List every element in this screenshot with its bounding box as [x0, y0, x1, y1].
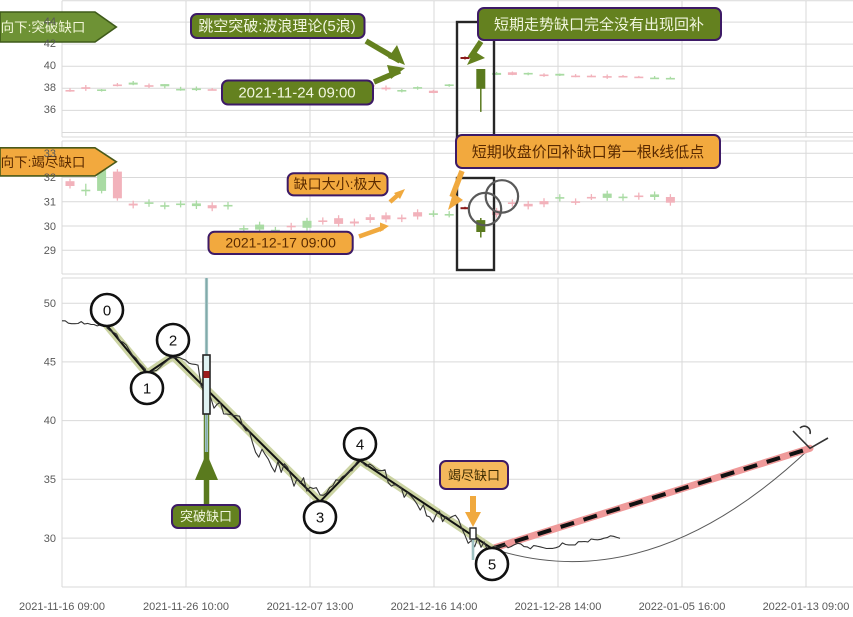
svg-text:40: 40 [44, 415, 56, 427]
svg-text:2022-01-05 16:00: 2022-01-05 16:00 [639, 601, 726, 613]
svg-text:1: 1 [143, 381, 151, 398]
svg-text:3: 3 [316, 510, 324, 527]
svg-text:突破缺口: 突破缺口 [180, 509, 232, 524]
svg-text:33: 33 [44, 148, 56, 160]
svg-text:35: 35 [44, 474, 56, 486]
svg-text:2021-11-26 10:00: 2021-11-26 10:00 [143, 601, 229, 613]
svg-text:2022-01-13 09:00: 2022-01-13 09:00 [763, 601, 850, 613]
svg-text:42: 42 [44, 38, 56, 50]
svg-text:2021-12-17 09:00: 2021-12-17 09:00 [225, 235, 336, 251]
svg-text:36: 36 [44, 104, 56, 116]
svg-text:竭尽缺口: 竭尽缺口 [448, 468, 500, 483]
svg-text:45: 45 [44, 357, 56, 369]
svg-text:2: 2 [169, 333, 177, 350]
svg-text:2021-12-28 14:00: 2021-12-28 14:00 [515, 601, 602, 613]
svg-text:40: 40 [44, 60, 56, 72]
svg-text:44: 44 [44, 16, 56, 28]
svg-text:30: 30 [44, 533, 56, 545]
svg-text:32: 32 [44, 172, 56, 184]
svg-text:2021-12-16 14:00: 2021-12-16 14:00 [391, 601, 478, 613]
svg-text:跳空突破:波浪理论(5浪): 跳空突破:波浪理论(5浪) [198, 18, 356, 35]
svg-text:2021-11-16 09:00: 2021-11-16 09:00 [19, 601, 105, 613]
svg-text:2021-11-24 09:00: 2021-11-24 09:00 [238, 85, 355, 102]
svg-text:0: 0 [103, 303, 111, 320]
svg-text:短期走势缺口完全没有出现回补: 短期走势缺口完全没有出现回补 [494, 16, 704, 34]
svg-text:38: 38 [44, 82, 56, 94]
svg-text:29: 29 [44, 245, 56, 257]
svg-text:缺口大小:极大: 缺口大小:极大 [294, 176, 382, 192]
svg-text:31: 31 [44, 197, 56, 209]
svg-text:2021-12-07 13:00: 2021-12-07 13:00 [267, 601, 354, 613]
svg-text:30: 30 [44, 221, 56, 233]
svg-text:短期收盘价回补缺口第一根k线低点: 短期收盘价回补缺口第一根k线低点 [472, 143, 705, 161]
svg-text:4: 4 [356, 437, 364, 454]
svg-text:5: 5 [488, 557, 496, 574]
svg-text:50: 50 [44, 298, 56, 310]
